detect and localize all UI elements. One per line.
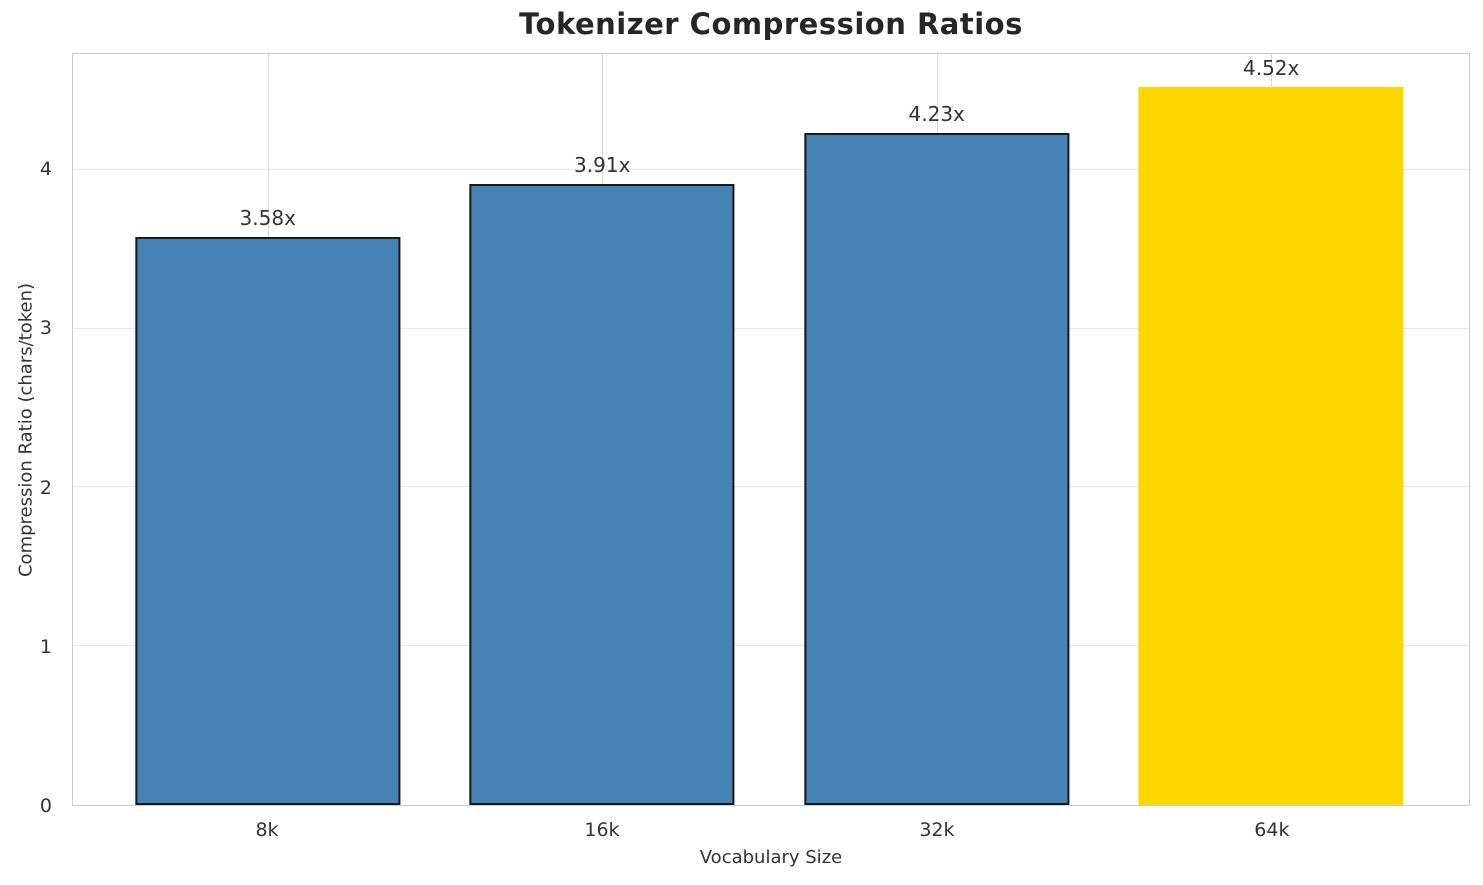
bar-value-label: 3.91x: [574, 153, 631, 178]
gridline-horizontal: [73, 327, 1469, 329]
gridline-horizontal: [73, 486, 1469, 488]
y-tick-label: 2: [39, 476, 52, 499]
gridline-horizontal: [73, 645, 1469, 647]
x-tick-label: 8k: [255, 819, 279, 841]
bar-value-label: 3.58x: [239, 205, 296, 230]
x-tick-label: 16k: [584, 819, 620, 841]
x-tick-label: 64k: [1254, 819, 1290, 841]
gridline-horizontal: [73, 168, 1469, 170]
plot-area: 3.58x 3.91x 4.23x 4.52x: [72, 53, 1470, 806]
chart-title: Tokenizer Compression Ratios: [519, 7, 1023, 41]
bar-value-label: 4.23x: [908, 102, 965, 127]
x-axis-label: Vocabulary Size: [699, 847, 843, 868]
y-tick-label: 1: [39, 635, 52, 658]
bar-32k: [804, 133, 1070, 805]
y-tick-labels: 0 1 2 3 4: [0, 53, 62, 817]
y-tick-label: 4: [39, 158, 52, 181]
x-tick-labels: 8k 16k 32k 64k: [72, 806, 1470, 846]
x-tick-label: 32k: [919, 819, 955, 841]
bar-8k: [135, 236, 401, 805]
bar-16k: [469, 184, 735, 805]
bar-64k: [1138, 87, 1404, 805]
y-tick-label: 3: [39, 317, 52, 340]
y-tick-label: 0: [39, 795, 52, 817]
bar-value-label: 4.52x: [1242, 56, 1300, 81]
